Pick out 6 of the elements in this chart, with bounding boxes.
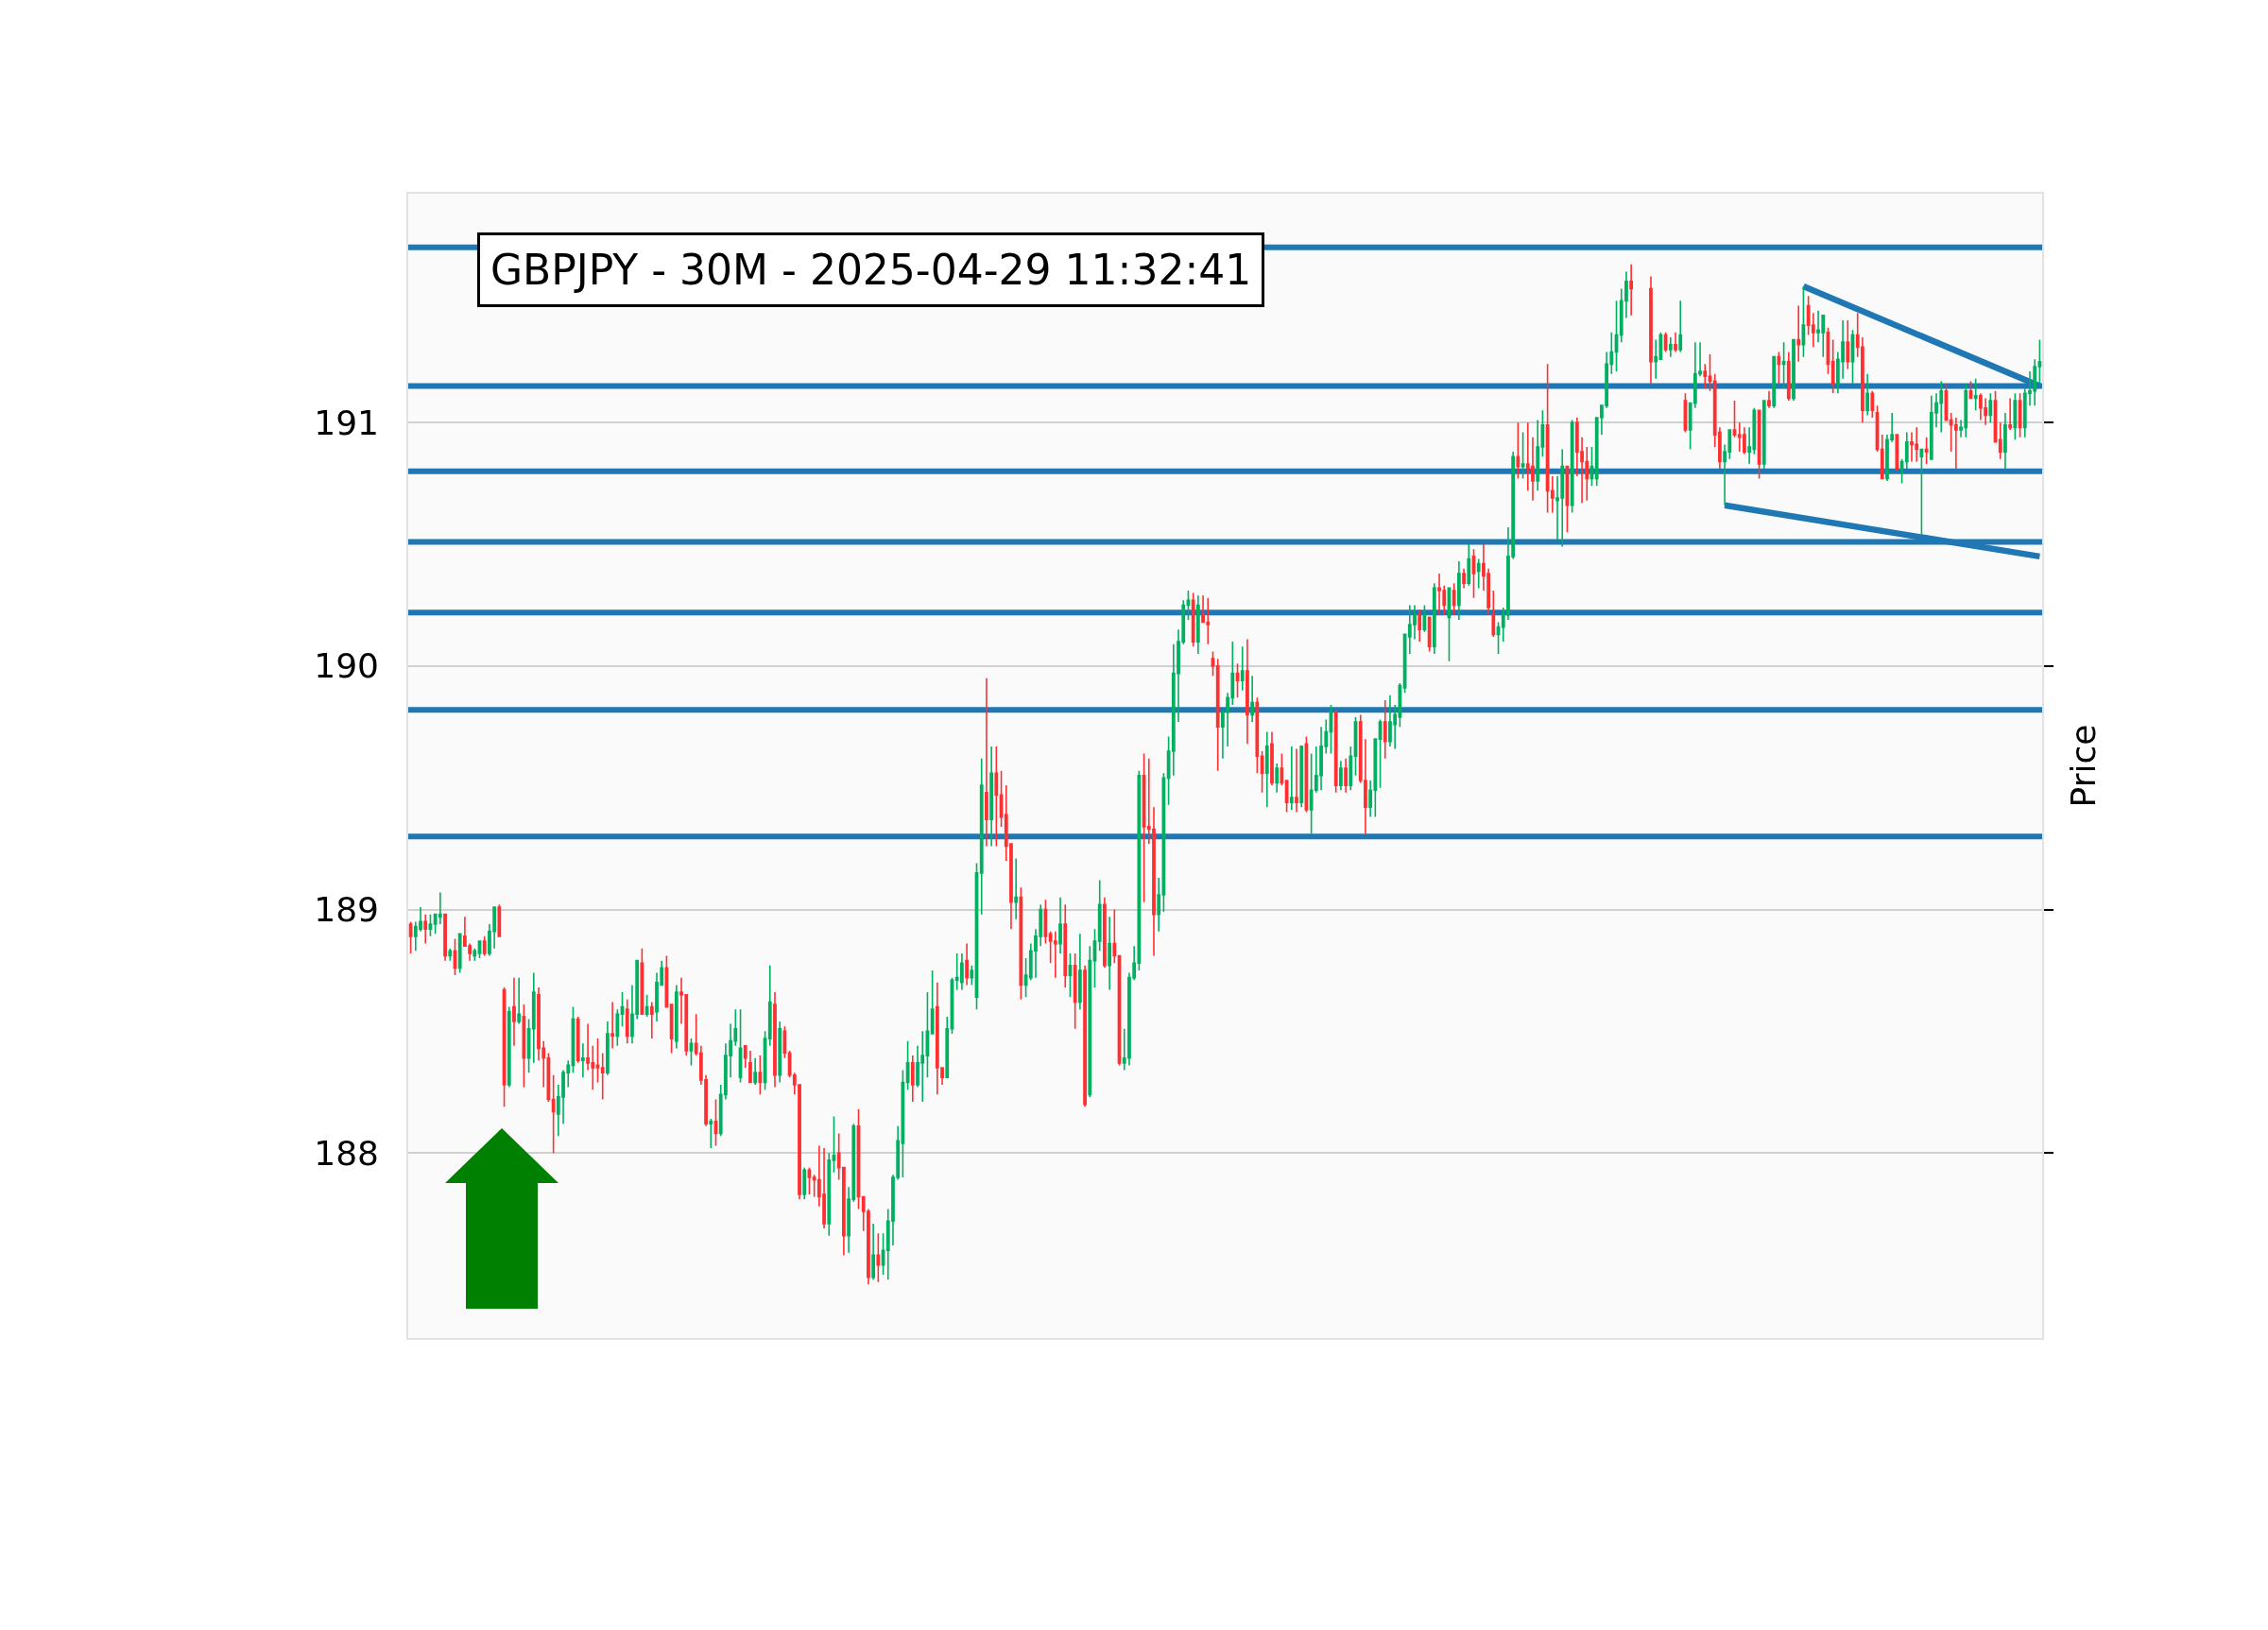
y-axis-title: Price (2064, 724, 2104, 808)
y-tick-label: 188 (314, 1133, 379, 1173)
y-tick-label: 190 (314, 646, 379, 686)
text: GBPJPY - 30M - 2025-04-29 11:32:41 (490, 246, 1252, 294)
y-tick-label: 189 (314, 890, 379, 930)
y-tick-label: 191 (314, 403, 379, 442)
